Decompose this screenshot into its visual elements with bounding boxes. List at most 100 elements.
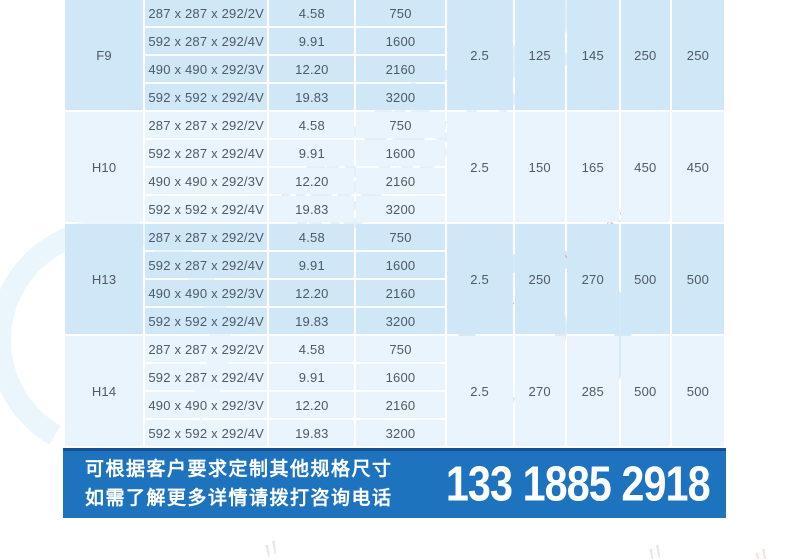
- value-cell: 19.83: [269, 84, 355, 110]
- merged-cell: 500: [620, 336, 670, 446]
- value-cell: 9.91: [269, 252, 355, 278]
- grade-cell: H10: [65, 112, 144, 222]
- merged-cell: 165: [566, 112, 619, 222]
- value-cell: 4.58: [269, 0, 355, 26]
- value-cell: 750: [356, 0, 445, 26]
- value-cell: 750: [356, 112, 445, 138]
- grade-group-h10: H10 287 x 287 x 292/2V 4.58 750 2.5 150 …: [65, 112, 724, 222]
- size-cell: 592 x 287 x 292/4V: [145, 28, 268, 54]
- banner-line2: 如需了解更多详情请拨打咨询电话: [85, 487, 393, 509]
- merged-cell: 450: [671, 112, 724, 222]
- value-cell: 9.91: [269, 140, 355, 166]
- value-cell: 4.58: [269, 336, 355, 362]
- value-cell: 4.58: [269, 112, 355, 138]
- table-row: 592 x 592 x 292/4V 19.83 3200: [65, 420, 724, 446]
- value-cell: 9.91: [269, 364, 355, 390]
- grade-group-h14: H14 287 x 287 x 292/2V 4.58 750 2.5 270 …: [65, 336, 724, 446]
- table-row: 592 x 287 x 292/4V 9.91 1600: [65, 252, 724, 278]
- merged-cell: 270: [514, 336, 565, 446]
- value-cell: 2160: [356, 392, 445, 418]
- value-cell: 2160: [356, 280, 445, 306]
- merged-cell: 2.5: [446, 0, 513, 110]
- table-row: H13 287 x 287 x 292/2V 4.58 750 2.5 250 …: [65, 224, 724, 334]
- table-row: 592 x 287 x 292/4V 9.91 1600: [65, 28, 724, 54]
- merged-cell: 2.5: [446, 336, 513, 446]
- value-cell: 3200: [356, 308, 445, 334]
- merged-cell: 285: [566, 336, 619, 446]
- value-cell: 19.83: [269, 420, 355, 446]
- size-cell: 490 x 490 x 292/3V: [145, 56, 268, 82]
- filter-spec-table: F9 287 x 287 x 292/2V 4.58 750 2.5 125 1…: [63, 0, 726, 448]
- table-row: 490 x 490 x 292/3V 12.20 2160: [65, 168, 724, 194]
- value-cell: 12.20: [269, 56, 355, 82]
- value-cell: 750: [356, 224, 445, 250]
- value-cell: 750: [356, 336, 445, 362]
- value-cell: 19.83: [269, 196, 355, 222]
- table-row: H14 287 x 287 x 292/2V 4.58 750 2.5 270 …: [65, 336, 724, 446]
- merged-cell: 250: [514, 224, 565, 334]
- merged-cell: 145: [566, 0, 619, 110]
- merged-cell: 270: [566, 224, 619, 334]
- phone-number: 133 1885 2918: [446, 456, 711, 512]
- size-cell: 592 x 592 x 292/4V: [145, 308, 268, 334]
- value-cell: 12.20: [269, 280, 355, 306]
- value-cell: 1600: [356, 140, 445, 166]
- value-cell: 3200: [356, 84, 445, 110]
- table-row: 592 x 287 x 292/4V 9.91 1600: [65, 140, 724, 166]
- size-cell: 490 x 490 x 292/3V: [145, 392, 268, 418]
- size-cell: 287 x 287 x 292/2V: [145, 336, 268, 362]
- table-row: 490 x 490 x 292/3V 12.20 2160: [65, 56, 724, 82]
- size-cell: 592 x 287 x 292/4V: [145, 140, 268, 166]
- grade-group-f9: F9 287 x 287 x 292/2V 4.58 750 2.5 125 1…: [65, 0, 724, 110]
- merged-cell: 125: [514, 0, 565, 110]
- table-row: 490 x 490 x 292/3V 12.20 2160: [65, 392, 724, 418]
- size-cell: 592 x 592 x 292/4V: [145, 84, 268, 110]
- merged-cell: 2.5: [446, 224, 513, 334]
- value-cell: 2160: [356, 168, 445, 194]
- merged-cell: 150: [514, 112, 565, 222]
- value-cell: 4.58: [269, 224, 355, 250]
- size-cell: 287 x 287 x 292/2V: [145, 0, 268, 26]
- watermark-mark-icon: 〃: [742, 538, 781, 559]
- table-row: 490 x 490 x 292/3V 12.20 2160: [65, 280, 724, 306]
- table-row: 592 x 592 x 292/4V 19.83 3200: [65, 84, 724, 110]
- grade-cell: H14: [65, 336, 144, 446]
- size-cell: 287 x 287 x 292/2V: [145, 224, 268, 250]
- value-cell: 12.20: [269, 168, 355, 194]
- merged-cell: 250: [671, 0, 724, 110]
- size-cell: 490 x 490 x 292/3V: [145, 280, 268, 306]
- size-cell: 287 x 287 x 292/2V: [145, 112, 268, 138]
- table-row: H10 287 x 287 x 292/2V 4.58 750 2.5 150 …: [65, 112, 724, 222]
- watermark-mark-icon: 〃: [636, 534, 675, 559]
- size-cell: 592 x 592 x 292/4V: [145, 420, 268, 446]
- value-cell: 9.91: [269, 28, 355, 54]
- value-cell: 3200: [356, 196, 445, 222]
- contact-banner: 可根据客户要求定制其他规格尺寸 如需了解更多详情请拨打咨询电话 133 1885…: [63, 448, 726, 518]
- grade-group-h13: H13 287 x 287 x 292/2V 4.58 750 2.5 250 …: [65, 224, 724, 334]
- size-cell: 592 x 287 x 292/4V: [145, 252, 268, 278]
- merged-cell: 500: [671, 336, 724, 446]
- merged-cell: 500: [671, 224, 724, 334]
- value-cell: 3200: [356, 420, 445, 446]
- size-cell: 490 x 490 x 292/3V: [145, 168, 268, 194]
- table-row: 592 x 592 x 292/4V 19.83 3200: [65, 308, 724, 334]
- table-row: 592 x 287 x 292/4V 9.91 1600: [65, 364, 724, 390]
- value-cell: 1600: [356, 28, 445, 54]
- table-row: 592 x 592 x 292/4V 19.83 3200: [65, 196, 724, 222]
- size-cell: 592 x 592 x 292/4V: [145, 196, 268, 222]
- value-cell: 19.83: [269, 308, 355, 334]
- value-cell: 1600: [356, 252, 445, 278]
- watermark-mark-icon: 〃: [252, 530, 291, 559]
- banner-message: 可根据客户要求定制其他规格尺寸 如需了解更多详情请拨打咨询电话: [85, 456, 393, 513]
- value-cell: 1600: [356, 364, 445, 390]
- size-cell: 592 x 287 x 292/4V: [145, 364, 268, 390]
- value-cell: 12.20: [269, 392, 355, 418]
- merged-cell: 500: [620, 224, 670, 334]
- banner-line1: 可根据客户要求定制其他规格尺寸: [85, 459, 393, 480]
- table-row: F9 287 x 287 x 292/2V 4.58 750 2.5 125 1…: [65, 0, 724, 110]
- grade-cell: F9: [65, 0, 144, 110]
- merged-cell: 2.5: [446, 112, 513, 222]
- grade-cell: H13: [65, 224, 144, 334]
- merged-cell: 450: [620, 112, 670, 222]
